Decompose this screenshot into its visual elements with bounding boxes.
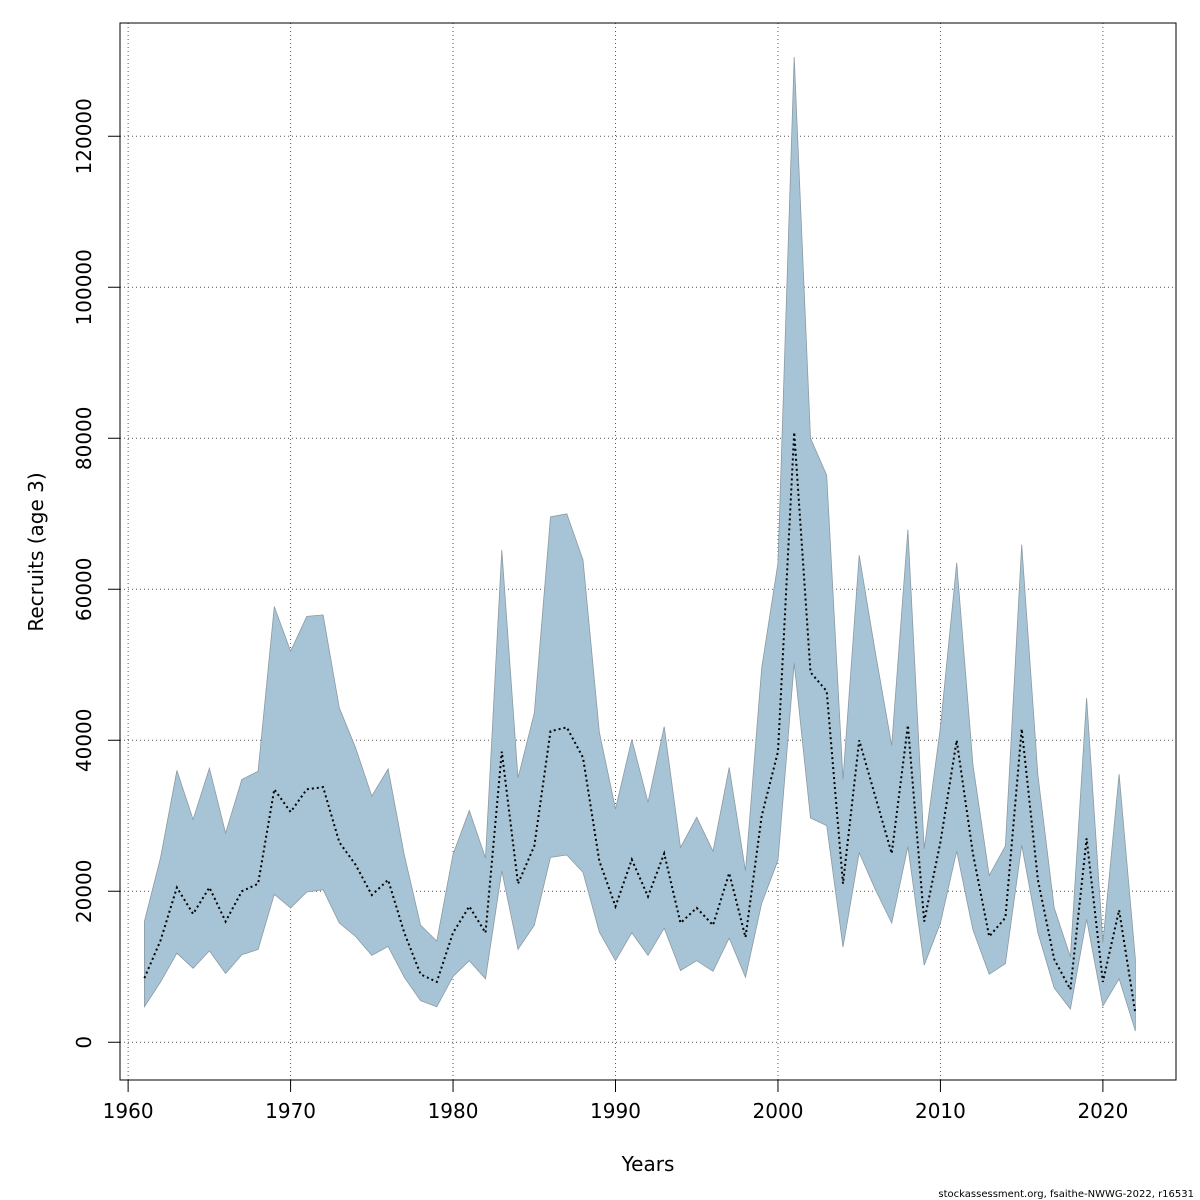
x-tick-label: 2010 xyxy=(915,1099,966,1123)
x-tick-label: 2000 xyxy=(753,1099,804,1123)
x-tick-label: 1960 xyxy=(103,1099,154,1123)
y-axis-title: Recruits (age 3) xyxy=(24,472,48,631)
confidence-band xyxy=(144,56,1136,1032)
x-axis: 1960 1970 1980 1990 2000 2010 2020 xyxy=(103,1079,1128,1123)
estimate-line-layer xyxy=(143,432,1137,1014)
estimate-line xyxy=(143,432,1137,1014)
y-tick-label: 20000 xyxy=(72,859,96,923)
y-tick-label: 0 xyxy=(72,1036,96,1049)
x-tick-label: 2020 xyxy=(1077,1099,1128,1123)
x-axis-title: Years xyxy=(621,1152,675,1176)
y-tick-label: 60000 xyxy=(72,557,96,621)
footer-credit: stockassessment.org, fsaithe-NWWG-2022, … xyxy=(938,1189,1194,1200)
y-tick-label: 80000 xyxy=(72,406,96,470)
y-tick-label: 40000 xyxy=(72,708,96,772)
confidence-band-layer xyxy=(144,56,1136,1032)
y-tick-label: 120000 xyxy=(72,98,96,174)
x-tick-label: 1990 xyxy=(590,1099,641,1123)
x-tick-label: 1970 xyxy=(265,1099,316,1123)
y-tick-label: 100000 xyxy=(72,249,96,325)
x-tick-label: 1980 xyxy=(428,1099,479,1123)
y-axis: 0 20000 40000 60000 80000 100000 120000 xyxy=(72,98,121,1049)
